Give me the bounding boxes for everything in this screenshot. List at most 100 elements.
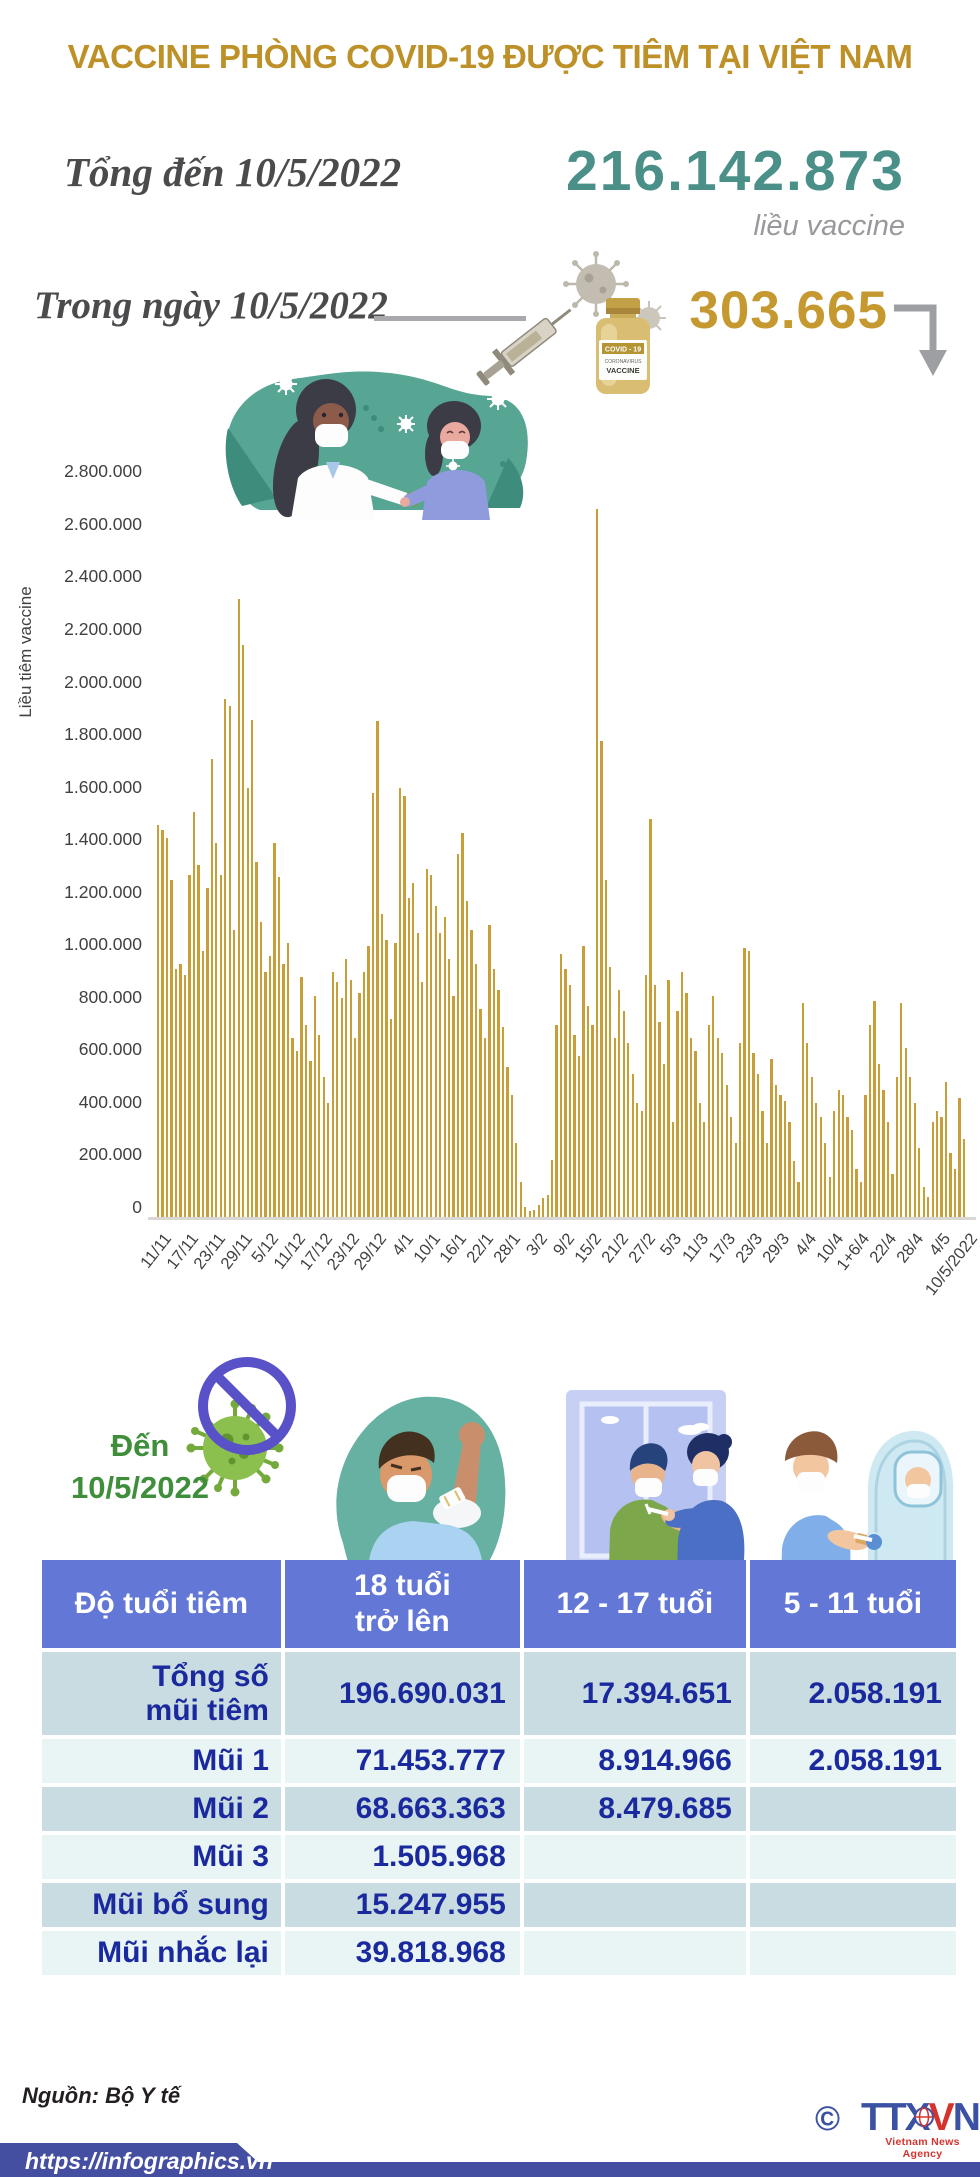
- bar-daily-doses: [362, 971, 366, 1219]
- table-row: Mũi 3 1.505.968: [42, 1831, 956, 1879]
- row-value: 2.058.191: [808, 1676, 942, 1710]
- bar-daily-doses: [398, 787, 402, 1219]
- bar-daily-doses: [774, 1084, 778, 1219]
- bar-daily-doses: [958, 1098, 961, 1219]
- bar-daily-doses: [582, 945, 585, 1219]
- x-axis-line: [148, 1217, 976, 1220]
- bar-daily-doses: [895, 1077, 898, 1219]
- bar-daily-doses: [936, 1111, 939, 1219]
- bar-daily-doses: [806, 1042, 809, 1219]
- bar-daily-doses: [815, 1103, 818, 1219]
- connector-line: [374, 316, 526, 321]
- y-axis-tick-label: 1.200.000: [64, 881, 142, 902]
- bar-daily-doses: [277, 877, 281, 1219]
- bar-daily-doses: [456, 853, 460, 1219]
- bar-daily-doses: [251, 719, 254, 1219]
- bar-daily-doses: [600, 740, 603, 1219]
- ttxvn-logo: © TTXVN Vietnam News Agency: [815, 2096, 980, 2160]
- bar-daily-doses: [873, 1000, 876, 1219]
- bar-daily-doses: [452, 995, 455, 1219]
- total-doses-label: Tổng đến 10/5/2022: [64, 149, 402, 195]
- bar-daily-doses: [291, 1037, 294, 1219]
- bar-daily-doses: [644, 974, 648, 1219]
- page-title: VACCINE PHÒNG COVID-19 ĐƯỢC TIÊM TẠI VIỆ…: [67, 38, 913, 75]
- bar-daily-doses: [846, 1116, 849, 1219]
- bar-daily-doses: [676, 1011, 679, 1219]
- bar-daily-doses: [192, 811, 196, 1219]
- vial-label-line3: VACCINE: [606, 366, 639, 375]
- bar-daily-doses: [658, 1021, 661, 1219]
- bar-daily-doses: [501, 1027, 505, 1219]
- bar-daily-doses: [416, 932, 419, 1219]
- bar-daily-doses: [828, 1176, 831, 1219]
- bar-daily-doses: [833, 1111, 836, 1219]
- bar-daily-doses: [497, 990, 500, 1219]
- bar-daily-doses: [367, 945, 370, 1219]
- bar-daily-doses: [837, 1090, 840, 1219]
- bar-daily-doses: [380, 914, 384, 1219]
- bar-daily-doses: [506, 1066, 509, 1219]
- bar-daily-doses: [913, 1103, 916, 1219]
- bar-daily-doses: [533, 1209, 536, 1219]
- bar-daily-doses: [756, 1074, 760, 1219]
- nurse-vaccination-illustration: [225, 371, 528, 520]
- bar-daily-doses: [761, 1111, 764, 1219]
- bar-daily-doses: [550, 1159, 554, 1219]
- nurse-figure: [272, 379, 446, 520]
- bar-daily-doses: [313, 995, 316, 1219]
- bar-daily-doses: [309, 1061, 312, 1219]
- bar-daily-doses: [322, 1077, 325, 1219]
- bar-daily-doses: [909, 1077, 912, 1219]
- bar-daily-doses: [765, 1142, 769, 1219]
- bar-daily-doses: [752, 1053, 755, 1219]
- bar-daily-doses: [653, 985, 657, 1219]
- agency-subtitle: Vietnam News Agency: [885, 2136, 960, 2160]
- bar-chart-plot-area: [157, 483, 973, 1219]
- bar-daily-doses: [353, 1037, 357, 1219]
- bar-daily-doses: [631, 1074, 634, 1219]
- bar-daily-doses: [349, 979, 352, 1219]
- bar-daily-doses: [891, 1174, 894, 1219]
- bar-daily-doses: [788, 1121, 791, 1219]
- total-doses-unit: liều vaccine: [753, 210, 905, 242]
- bar-daily-doses: [931, 1121, 934, 1219]
- row-label: Tổng số mũi tiêm: [145, 1659, 269, 1727]
- bar-daily-doses: [255, 861, 258, 1219]
- as-of-label-line1: Đến: [110, 1428, 170, 1463]
- bar-daily-doses: [801, 1003, 804, 1219]
- bar-daily-doses: [157, 824, 160, 1219]
- bar-daily-doses: [689, 1037, 693, 1219]
- table-header-row: Độ tuổi tiêm 18 tuổi trở lên 12 - 17 tuổ…: [42, 1560, 956, 1648]
- bar-daily-doses: [259, 921, 263, 1219]
- bar-daily-doses: [877, 1063, 881, 1219]
- bar-daily-doses: [640, 1111, 643, 1219]
- row-label: Mũi 3: [192, 1840, 269, 1873]
- bar-daily-doses: [949, 1153, 952, 1219]
- bar-daily-doses: [707, 1024, 710, 1219]
- bar-daily-doses: [470, 929, 473, 1219]
- website-link[interactable]: https://infographics.vn: [25, 2148, 273, 2174]
- bar-daily-doses: [340, 998, 343, 1219]
- bar-daily-doses: [564, 969, 567, 1219]
- y-axis-tick-label: 1.000.000: [64, 934, 142, 955]
- bar-daily-doses: [479, 1008, 482, 1219]
- bar-daily-doses: [680, 971, 684, 1219]
- row-label: Mũi bổ sung: [92, 1888, 269, 1921]
- bar-daily-doses: [618, 990, 621, 1219]
- table-header-18plus: 18 tuổi trở lên: [280, 1560, 520, 1648]
- bar-daily-doses: [233, 929, 236, 1219]
- bar-daily-doses: [268, 956, 272, 1219]
- virus-decoration-icons: [275, 373, 509, 473]
- daily-doses-value: 303.665: [689, 281, 888, 340]
- bar-daily-doses: [246, 787, 249, 1219]
- bar-daily-doses: [927, 1196, 930, 1219]
- bar-daily-doses: [488, 924, 491, 1219]
- bar-daily-doses: [439, 932, 442, 1219]
- bar-daily-doses: [739, 1042, 742, 1219]
- bar-daily-doses: [864, 1095, 867, 1219]
- virus-icon: [563, 251, 629, 317]
- syringe-icon: [476, 308, 572, 386]
- y-axis-tick-label: 1.800.000: [64, 724, 142, 745]
- row-value: 71.453.777: [355, 1744, 506, 1777]
- bar-daily-doses: [953, 1169, 957, 1219]
